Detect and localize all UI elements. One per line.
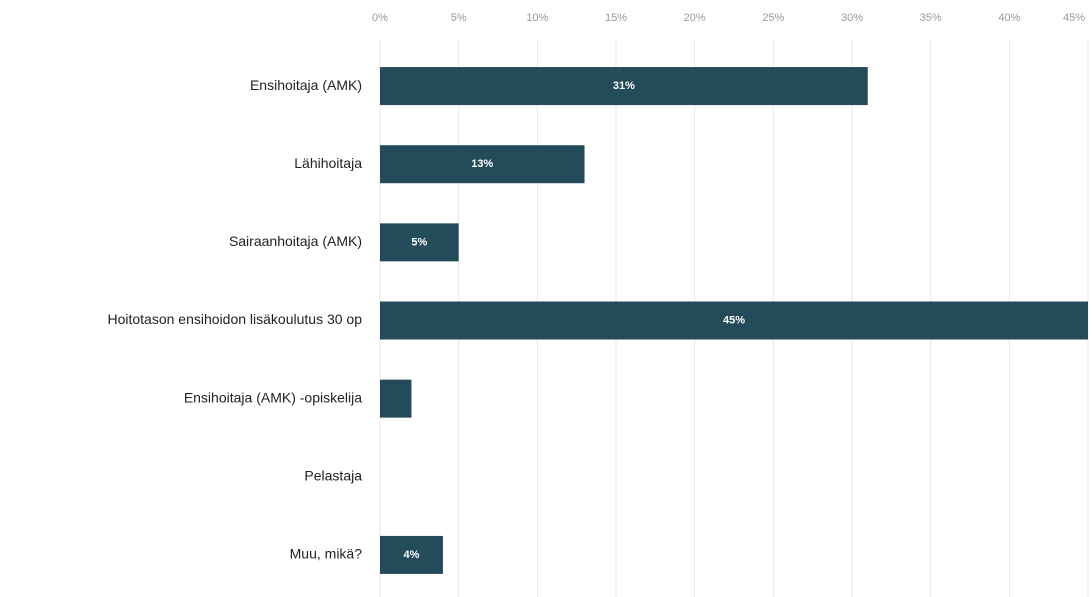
bar [380, 379, 412, 418]
x-tick-label: 0% [372, 12, 388, 24]
x-tick-label: 20% [684, 12, 706, 24]
bar [380, 301, 1088, 340]
value-label: 13% [471, 158, 493, 170]
y-tick-label: Sairaanhoitaja (AMK) [229, 233, 362, 249]
bar [380, 145, 585, 184]
x-tick-label: 10% [526, 12, 548, 24]
value-label: 31% [613, 80, 635, 92]
bar [380, 67, 868, 106]
y-tick-label: Pelastaja [304, 467, 362, 483]
bar [380, 535, 443, 574]
x-tick-label: 5% [451, 12, 467, 24]
x-tick-label: 30% [841, 12, 863, 24]
value-label: 45% [723, 314, 745, 326]
x-tick-label: 25% [762, 12, 784, 24]
bar [380, 223, 459, 262]
y-tick-label: Ensihoitaja (AMK) [250, 77, 362, 93]
y-tick-label: Muu, mikä? [290, 546, 363, 562]
value-label: 4% [404, 549, 420, 561]
x-tick-label: 35% [920, 12, 942, 24]
y-tick-label: Hoitotason ensihoidon lisäkoulutus 30 op [107, 311, 362, 327]
value-label: 5% [411, 236, 427, 248]
x-tick-label: 40% [998, 12, 1020, 24]
x-tick-label: 45% [1063, 12, 1085, 24]
x-tick-label: 15% [605, 12, 627, 24]
y-tick-label: Lähihoitaja [294, 155, 362, 171]
y-tick-label: Ensihoitaja (AMK) -opiskelija [184, 389, 362, 405]
